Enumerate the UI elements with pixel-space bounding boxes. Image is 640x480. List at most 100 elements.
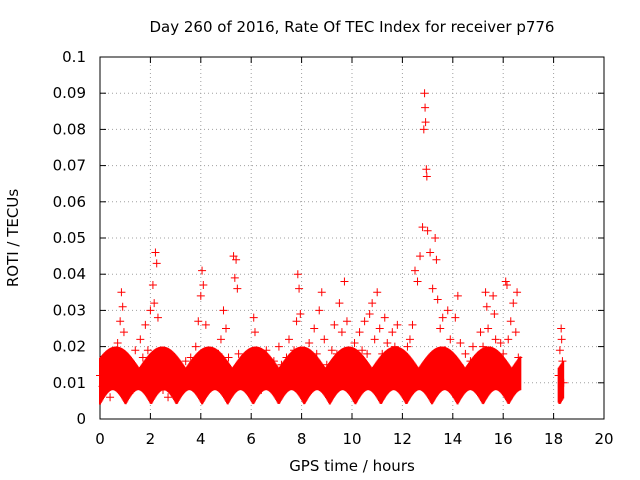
data-point <box>153 313 162 322</box>
x-tick-label: 18 <box>544 430 563 448</box>
data-point <box>234 349 243 358</box>
x-ticks: 0 2 4 6 8 10 12 14 16 18 20 <box>95 57 614 448</box>
data-point <box>504 335 513 344</box>
data-point <box>436 324 445 333</box>
data-point <box>393 320 402 329</box>
data-point <box>143 346 152 355</box>
data-point <box>250 328 259 337</box>
data-point <box>340 277 349 286</box>
x-tick-label: 6 <box>246 430 256 448</box>
data-point <box>502 281 511 290</box>
data-point <box>201 320 210 329</box>
data-point <box>146 306 155 315</box>
data-point <box>456 338 465 347</box>
data-point <box>453 291 462 300</box>
y-tick-label: 0.08 <box>53 120 86 138</box>
data-point <box>461 349 470 358</box>
data-point <box>557 324 566 333</box>
data-point <box>403 342 412 351</box>
data-point <box>315 306 324 315</box>
y-tick-label: 0 <box>76 410 86 428</box>
data-point <box>368 299 377 308</box>
data-point <box>506 317 515 326</box>
data-point <box>428 284 437 293</box>
data-point <box>365 310 374 319</box>
data-point <box>216 335 225 344</box>
data-point <box>482 302 491 311</box>
data-point <box>511 328 520 337</box>
y-tick-label: 0.1 <box>62 48 86 66</box>
data-point <box>411 266 419 275</box>
x-tick-label: 14 <box>443 430 462 448</box>
data-point <box>317 288 326 297</box>
data-point <box>509 299 518 308</box>
data-point <box>131 346 140 355</box>
y-tick-label: 0.03 <box>53 301 86 319</box>
data-point <box>327 346 336 355</box>
data-point <box>219 306 228 315</box>
data-point <box>181 357 190 366</box>
data-point <box>484 324 493 333</box>
x-tick-label: 4 <box>196 430 206 448</box>
x-tick-label: 16 <box>494 430 513 448</box>
band-fill <box>99 346 565 405</box>
data-point <box>557 335 566 344</box>
data-point <box>443 306 452 315</box>
y-tick-label: 0.04 <box>53 265 86 283</box>
data-point <box>476 328 485 337</box>
data-point <box>330 320 339 329</box>
data-point <box>422 165 431 174</box>
data-point <box>296 310 305 319</box>
data-point <box>370 335 379 344</box>
data-point <box>438 313 447 322</box>
data-point <box>164 393 173 402</box>
y-tick-label: 0.09 <box>53 84 86 102</box>
data-point <box>418 223 427 232</box>
data-point <box>198 266 207 275</box>
data-point <box>141 320 150 329</box>
data-point <box>292 317 301 326</box>
data-point <box>433 295 442 304</box>
data-point <box>295 284 304 293</box>
data-point <box>420 89 429 98</box>
y-tick-label: 0.06 <box>53 193 86 211</box>
x-tick-label: 8 <box>297 430 307 448</box>
data-point <box>490 310 499 319</box>
data-point <box>138 353 147 362</box>
data-point <box>468 342 477 351</box>
data-point <box>375 324 384 333</box>
data-point <box>116 317 125 326</box>
data-point <box>481 288 490 297</box>
data-point <box>496 338 505 347</box>
y-tick-label: 0.05 <box>53 229 86 247</box>
y-tick-label: 0.02 <box>53 338 86 356</box>
data-point <box>489 291 498 300</box>
data-point <box>151 248 160 257</box>
data-point <box>136 335 145 344</box>
data-point <box>320 335 329 344</box>
data-point <box>501 277 510 286</box>
data-point <box>422 172 431 181</box>
data-point <box>310 324 319 333</box>
data-point <box>446 335 455 344</box>
data-point <box>405 335 414 344</box>
data-point <box>421 118 430 127</box>
data-point <box>380 313 389 322</box>
x-tick-label: 12 <box>393 430 412 448</box>
x-tick-label: 20 <box>594 430 613 448</box>
data-point <box>335 299 344 308</box>
chart-title: Day 260 of 2016, Rate Of TEC Index for r… <box>150 18 555 36</box>
data-point <box>431 234 440 242</box>
data-point <box>342 317 351 326</box>
x-tick-label: 10 <box>342 430 361 448</box>
data-point <box>233 284 242 293</box>
data-point <box>363 349 372 358</box>
data-point <box>350 338 359 347</box>
data-point <box>413 277 422 286</box>
data-point <box>113 338 122 347</box>
data-point <box>373 288 382 297</box>
data-point <box>416 252 425 261</box>
x-tick-label: 0 <box>95 430 105 448</box>
data-point <box>119 328 128 337</box>
